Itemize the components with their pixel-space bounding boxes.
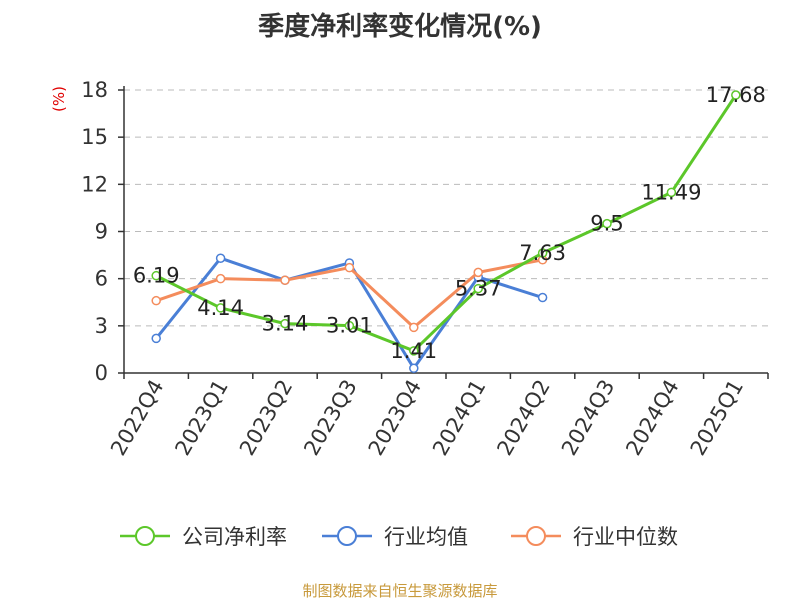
x-tick-label: 2023Q1 <box>170 376 232 460</box>
data-label: 11.49 <box>641 180 701 204</box>
data-label: 1.41 <box>390 339 437 363</box>
data-point <box>666 187 677 198</box>
series-line <box>155 94 738 353</box>
data-point <box>409 346 419 356</box>
y-tick-label: 3 <box>95 314 108 338</box>
data-point <box>280 275 290 285</box>
data-point <box>602 218 612 229</box>
x-tick-label: 2024Q3 <box>557 376 619 460</box>
data-point <box>215 253 226 263</box>
legend-label: 行业均值 <box>384 525 468 549</box>
x-tick-label: 2025Q1 <box>686 376 748 460</box>
data-point <box>151 295 161 306</box>
y-tick-label: 18 <box>81 78 108 102</box>
data-point <box>151 270 161 281</box>
data-label: 9.5 <box>590 212 623 236</box>
y-tick-label: 15 <box>81 125 108 149</box>
source-note: 制图数据来自恒生聚源数据库 <box>302 582 498 600</box>
y-tick-label: 6 <box>95 267 108 291</box>
data-label: 7.63 <box>519 241 566 265</box>
data-point <box>215 273 226 284</box>
data-point <box>409 322 419 333</box>
x-tick-label: 2023Q3 <box>299 376 361 460</box>
data-point <box>215 303 226 313</box>
legend-label: 行业中位数 <box>573 525 678 549</box>
x-tick-label: 2024Q1 <box>428 376 490 460</box>
data-point <box>473 283 483 294</box>
data-point <box>473 267 483 278</box>
legend-label: 公司净利率 <box>182 525 287 549</box>
y-tick-label: 12 <box>81 172 108 196</box>
data-point <box>280 318 290 329</box>
data-point <box>344 262 355 273</box>
x-tick-label: 2023Q2 <box>235 376 297 460</box>
legend-marker <box>526 526 546 546</box>
x-tick-label: 2024Q2 <box>492 376 554 460</box>
data-label: 3.14 <box>262 312 309 336</box>
legend-marker <box>337 526 357 546</box>
data-point <box>409 363 419 374</box>
data-label: 3.01 <box>326 314 373 338</box>
data-label: 17.68 <box>706 83 766 107</box>
data-point <box>537 248 548 258</box>
data-label: 5.37 <box>455 277 502 301</box>
data-point <box>151 333 161 344</box>
data-label: 4.14 <box>197 296 244 320</box>
data-point <box>344 320 355 331</box>
x-tick-label: 2024Q4 <box>621 376 683 460</box>
data-point <box>731 90 741 100</box>
y-tick-label: 9 <box>95 220 108 244</box>
data-point <box>537 292 548 303</box>
data-label: 6.19 <box>133 264 180 288</box>
y-tick-label: 0 <box>95 361 108 385</box>
chart-title: 季度净利率变化情况(%) <box>258 12 542 42</box>
legend-marker <box>135 526 155 546</box>
x-tick-label: 2023Q4 <box>364 376 426 460</box>
x-tick-label: 2022Q4 <box>106 376 168 460</box>
